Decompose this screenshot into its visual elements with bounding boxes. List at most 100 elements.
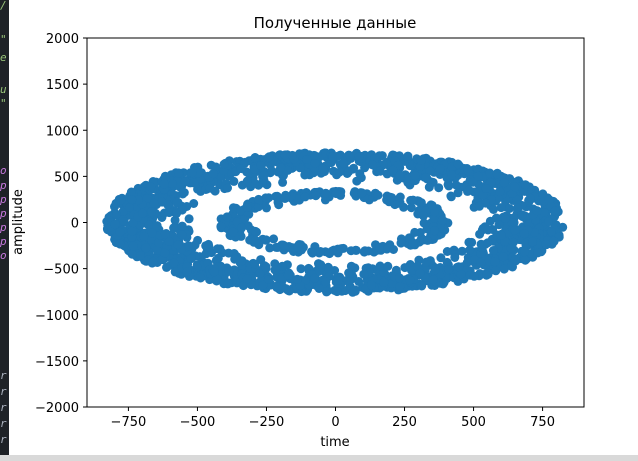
scatter-point [300,192,310,202]
scatter-point [348,287,358,297]
editor-code-fragment: r [0,401,7,414]
scatter-point [375,261,385,271]
scatter-point [278,177,288,187]
scatter-point [316,260,326,270]
scatter-point [160,248,170,258]
scatter-point [512,195,522,205]
scatter-point [124,203,134,212]
editor-code-fragment: p [0,235,7,248]
scatter-point [519,229,529,239]
scatter-point [395,281,405,291]
scatter-point [127,226,137,236]
scatter-point [473,164,483,174]
scatter-point [525,193,535,203]
scatter-point [464,185,474,195]
scatter-point [482,270,491,280]
scatter-point [213,244,223,254]
scatter-point [261,263,271,273]
scatter-point [321,188,331,198]
scatter-point [178,187,188,197]
scatter-point [219,159,229,169]
scatter-point [530,228,539,237]
y-tick-label: −2000 [35,401,79,416]
scatter-point [435,164,445,174]
scatter-point [157,197,167,207]
editor-code-fragment: p [0,179,7,192]
scatter-point [169,223,179,233]
scatter-point [283,165,293,175]
scatter-point [256,161,266,170]
scatter-point [359,269,369,279]
scatter-point [314,284,324,293]
scatter-point [505,204,514,213]
scatter-point [322,287,331,297]
scatter-point [293,242,303,252]
scatter-point [128,241,138,251]
scatter-point [128,218,138,228]
scatter-point [193,235,203,245]
scatter-point [270,265,280,275]
x-axis: −750 −500 −250 0 250 500 750 [111,407,555,430]
scatter-point [549,236,559,246]
scatter-point [338,158,348,168]
scatter-point [186,254,196,264]
scatter-point [344,167,354,176]
scatter-point [494,220,504,230]
scatter-point [550,206,560,216]
scatter-point [309,150,319,160]
scatter-point [395,192,405,202]
scatter-point [434,183,444,193]
scatter-point [177,221,187,231]
scatter-point [177,230,187,240]
scatter-point [506,243,516,253]
scatter-point [321,277,331,287]
scatter-point [240,214,250,224]
scatter-point [368,160,378,170]
y-tick-label: 2000 [46,32,79,47]
scatter-point [141,256,151,266]
scatter-point [450,253,460,262]
scatter-point [223,183,232,193]
scatter-point [473,171,483,181]
scatter-point [389,245,398,254]
scatter-point [457,246,467,256]
editor-code-fragment: " [0,33,7,46]
scatter-point [182,267,192,277]
scatter-point [146,182,156,192]
scatter-point [110,219,120,229]
scatter-point [483,238,493,248]
window-bottom-edge [0,455,638,461]
scatter-point [283,270,293,280]
scatter-point [242,203,252,212]
y-axis-label: amplitude [11,189,26,255]
scatter-point [184,241,194,251]
scatter-point [269,234,279,244]
scatter-point [228,203,238,213]
scatter-point [412,261,422,271]
x-axis-label: time [320,435,349,450]
y-tick-label: −500 [43,263,79,278]
scatter-point [141,243,151,253]
x-tick-label: 250 [392,415,417,430]
scatter-point [276,163,286,173]
scatter-point [264,152,274,162]
y-tick-label: 1000 [46,124,79,139]
scatter-point [318,164,328,174]
scatter-point [332,287,342,297]
scatter-point [354,152,364,162]
scatter-point [454,262,464,272]
scatter-point [236,164,246,174]
scatter-point [127,249,137,259]
scatter-point [310,273,319,283]
scatter-point [377,151,387,161]
scatter-point [138,208,147,218]
scatter-point [250,153,260,162]
y-tick-label: 1500 [46,78,79,93]
scatter-point [308,248,317,258]
scatter-point [254,194,264,204]
editor-code-fragment: o [0,249,7,262]
scatter-point [273,197,283,207]
scatter-point [277,261,287,271]
scatter-point [391,265,401,275]
